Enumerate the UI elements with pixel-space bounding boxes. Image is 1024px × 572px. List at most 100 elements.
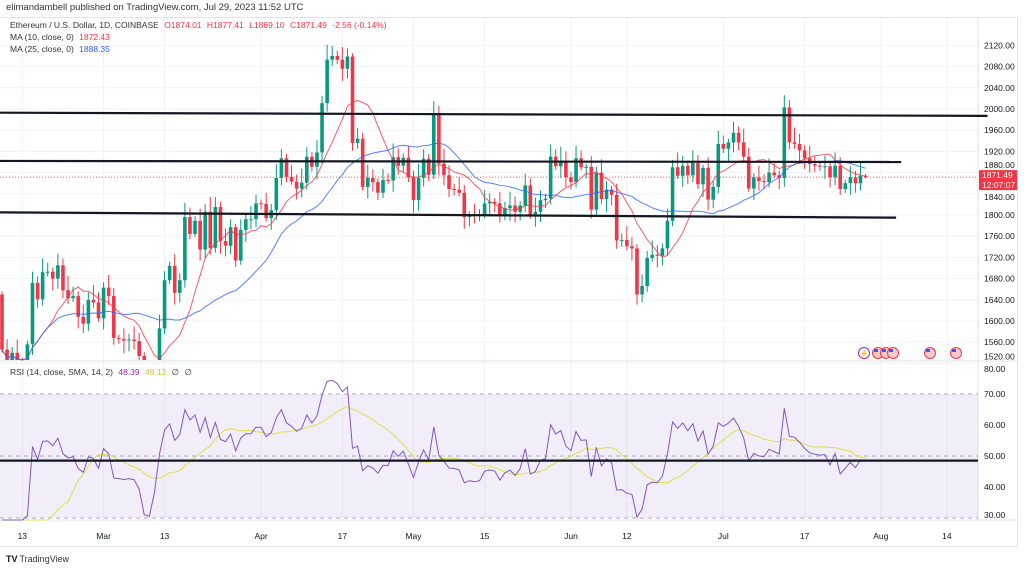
candle-body: [172, 265, 177, 293]
rsi-tick-label: 30.00: [984, 510, 1006, 520]
candle-body: [614, 194, 619, 241]
candle-body: [228, 227, 233, 246]
candle-body: [680, 165, 685, 176]
candle-body: [249, 219, 253, 221]
time-tick-label: May: [405, 531, 422, 541]
time-tick-label: Mar: [96, 531, 111, 541]
candle-body: [340, 59, 345, 69]
candle-body: [188, 217, 192, 235]
candle-body: [142, 355, 147, 360]
candle-body: [548, 156, 553, 199]
candle-body: [284, 158, 289, 177]
candle-body: [259, 203, 263, 205]
candle-body: [355, 138, 360, 143]
rsi-sma-value: 49.12: [145, 367, 167, 377]
price-tick-label: 1840.00: [984, 192, 1015, 202]
chart-frame: [0, 17, 1018, 547]
candle-body: [335, 56, 340, 60]
candle-body: [416, 177, 421, 201]
candle-body: [706, 167, 710, 200]
candle-body: [579, 158, 583, 168]
time-tick-label: 14: [942, 531, 952, 541]
candle-body: [0, 294, 4, 350]
ma25-legend[interactable]: MA (25, close, 0) 1888.35: [10, 44, 113, 54]
candle-body: [686, 165, 690, 176]
countdown-label: 12:07:07: [982, 180, 1015, 190]
candle-body: [203, 211, 207, 250]
candle-body: [645, 257, 649, 287]
candle-body: [492, 201, 497, 204]
candle-body: [254, 203, 258, 220]
candle-body: [640, 286, 644, 295]
candle-body: [223, 240, 228, 246]
rsi-line: [2, 379, 866, 521]
candle-body: [843, 183, 848, 190]
rsi-legend[interactable]: RSI (14, close, SMA, 14, 2) 48.39 49.12 …: [10, 367, 195, 377]
candle-body: [564, 161, 568, 178]
candle-body: [376, 182, 380, 193]
candle-body: [132, 339, 136, 342]
candle-body: [858, 175, 863, 184]
rsi-tick-label: 50.00: [984, 451, 1006, 461]
ohlc-open: O1874.01: [164, 20, 202, 30]
ma10-label: MA (10, close, 0): [10, 32, 74, 42]
candle-body: [746, 156, 751, 189]
price-tick-label: 1600.00: [984, 316, 1015, 326]
symbol-title[interactable]: Ethereum / U.S. Dollar, 1D, COINBASE: [10, 20, 159, 30]
time-tick-label: Jul: [718, 531, 729, 541]
tradingview-logo[interactable]: TV TradingView: [6, 554, 69, 565]
candle-body: [665, 220, 670, 249]
candle-body: [660, 248, 665, 256]
price-tick-label: 1960.00: [984, 125, 1015, 135]
candle-body: [208, 211, 213, 248]
candle-body: [543, 198, 548, 201]
candle-body: [701, 167, 705, 185]
candle-body: [726, 142, 731, 149]
price-tick-label: 1680.00: [984, 274, 1015, 284]
flag-canton: [952, 349, 956, 352]
ma10-line: [1, 99, 866, 361]
candle-body: [670, 167, 675, 221]
candle-body: [96, 302, 101, 319]
candle-body: [818, 165, 822, 167]
candle-body: [569, 177, 573, 183]
ohlc-high: H1877.41: [206, 20, 244, 30]
rsi-tick-label: 60.00: [984, 420, 1006, 430]
candle-body: [863, 175, 868, 178]
candle-body: [244, 219, 248, 230]
ma10-legend[interactable]: MA (10, close, 0) 1872.43: [10, 32, 113, 42]
candle-body: [101, 287, 106, 319]
candle-body: [457, 189, 461, 193]
candle-body: [533, 211, 538, 215]
candle-body: [589, 166, 594, 210]
time-tick-label: 12: [622, 531, 632, 541]
candle-body: [183, 217, 187, 281]
candle-body: [279, 158, 284, 178]
tradingview-logo-icon: TV: [6, 554, 18, 564]
candle-body: [655, 254, 660, 256]
candle-body: [117, 337, 121, 340]
candle-body: [294, 181, 299, 189]
rsi-tick-label: 40.00: [984, 482, 1006, 492]
candle-body: [437, 113, 441, 164]
candle-body: [360, 138, 365, 187]
candle-body: [604, 189, 609, 200]
candle-body: [787, 107, 792, 143]
candle-body: [691, 163, 695, 176]
ohlc-change: -2.56 (-0.14%): [332, 20, 387, 30]
rsi-tick-label: 70.00: [984, 389, 1006, 399]
candle-body: [528, 185, 533, 215]
price-tick-label: 1880.00: [984, 160, 1015, 170]
time-tick-label: Jun: [564, 531, 578, 541]
price-tick-label: 2040.00: [984, 83, 1015, 93]
candle-body: [381, 180, 385, 193]
price-tick-label: 2120.00: [984, 40, 1015, 50]
candle-body: [213, 207, 218, 248]
candle-body: [823, 166, 827, 168]
price-tick-label: 1520.00: [984, 351, 1015, 361]
candle-body: [386, 180, 390, 182]
price-tick-label: 1720.00: [984, 252, 1015, 262]
candle-body: [76, 296, 80, 317]
support-resistance-line: [0, 159, 902, 164]
